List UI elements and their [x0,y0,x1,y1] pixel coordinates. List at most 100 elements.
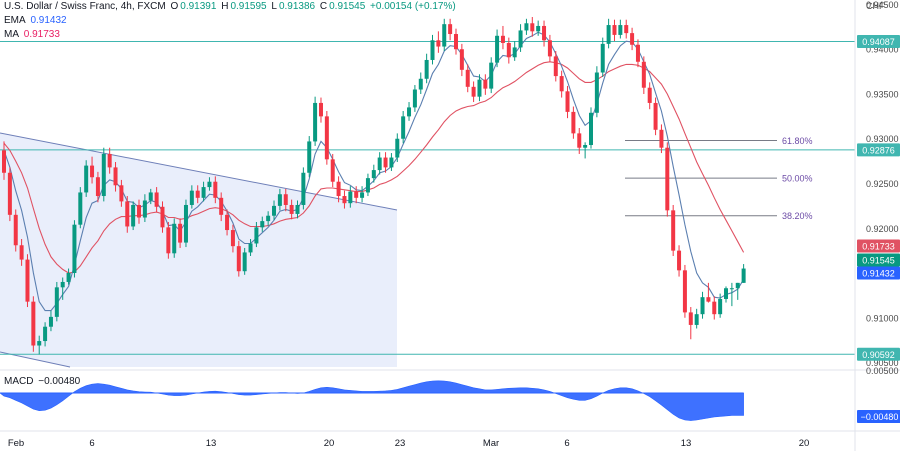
ma-price-tag-label: 0.91733 [862,242,895,252]
candle-body [95,177,100,197]
x-tick-label: 20 [324,438,335,449]
candle-body [700,297,705,315]
macd-value-tag [857,410,900,423]
y-tick-label: 0.94500 [866,0,899,10]
level-tag [857,347,900,361]
candle-body [301,172,306,205]
candle-body [19,245,24,260]
candle-body [677,250,682,271]
candle-body [377,157,382,171]
x-tick-label: Feb [8,438,24,449]
candle-body [307,141,312,173]
candle-body [583,145,588,148]
candle-body [201,187,206,198]
candle-body [295,204,300,214]
ma-label: MA [4,29,19,40]
candle-body [430,40,435,60]
x-tick-label: 13 [681,438,692,449]
x-tick-label: 13 [206,438,217,449]
x-tick-label: Mar [483,438,499,449]
candle-body [424,59,429,79]
level-tag-label: 0.94087 [862,37,895,47]
candle-body [371,170,376,179]
candle-body [512,47,517,58]
macd-label: MACD [4,376,34,387]
candle-body [594,72,599,113]
candle-body [248,243,253,253]
candle-body [318,102,323,117]
candle-body [401,116,406,139]
currency-label: CHF [866,1,885,11]
ma-legend[interactable]: MA 0.91733 [4,29,62,40]
candle-body [283,194,288,205]
candle-body [183,204,188,243]
candle-body [712,301,717,315]
candle-body [225,214,230,231]
candle-body [90,165,95,178]
candle-body [718,298,723,315]
candle-body [172,223,177,254]
macd-legend[interactable]: MACD −0.00480 [4,376,82,387]
candle-body [671,210,676,251]
candle-body [342,196,347,204]
ema-label: EMA [4,15,26,26]
candle-body [383,157,388,168]
candle-body [348,191,353,204]
candle-body [236,246,241,272]
candle-body [313,102,318,142]
candle-body [72,224,77,274]
candle-body [500,35,505,43]
close-label: C [319,1,328,12]
candle-body [453,34,458,50]
fib-label: 50.00% [782,174,813,184]
candle-body [735,282,740,289]
candle-body [489,62,494,89]
level-tag-label: 0.90592 [862,350,895,360]
candle-body [694,314,699,325]
candle-body [219,197,224,215]
y-tick-label: 0.91000 [866,313,899,323]
candle-body [37,341,42,346]
candle-body [324,116,329,160]
ema-legend[interactable]: EMA 0.91432 [4,15,69,26]
candle-body [13,214,18,246]
candle-body [272,205,277,216]
candle-body [2,150,6,173]
macd-histogram [0,380,744,421]
candle-body [571,111,576,134]
change-value: +0.00154 (+0.17%) [370,1,456,12]
candle-body [653,102,658,130]
x-tick-label: 6 [564,438,569,449]
candle-body [266,215,271,222]
candle-body [148,192,153,201]
candle-body [553,56,558,77]
candle-body [48,316,53,327]
candle-body [389,157,394,168]
y-tick-label: 0.93500 [866,89,899,99]
candle-body [448,24,453,35]
candle-body [436,40,441,47]
candle-body [131,204,136,227]
candle-body [254,227,259,244]
candle-body [412,89,417,108]
fib-label: 38.20% [782,211,813,221]
candle-body [260,221,265,228]
candle-body [589,112,593,146]
candle-body [84,165,89,193]
candle-body [495,35,500,63]
ema-value: 0.91432 [30,15,67,26]
candle-body [107,153,112,168]
high-value: 0.91595 [230,1,267,12]
candle-body [418,78,423,90]
candle-body [547,40,552,57]
candle-body [277,194,282,206]
candle-body [142,200,147,218]
close-price-tag [857,253,900,267]
candle-body [160,206,165,228]
symbol-header: U.S. Dollar / Swiss Franc, 4h, FXCM O 0.9… [4,1,458,12]
candle-body [230,230,235,247]
candle-body [360,192,365,198]
candle-body [641,61,646,88]
